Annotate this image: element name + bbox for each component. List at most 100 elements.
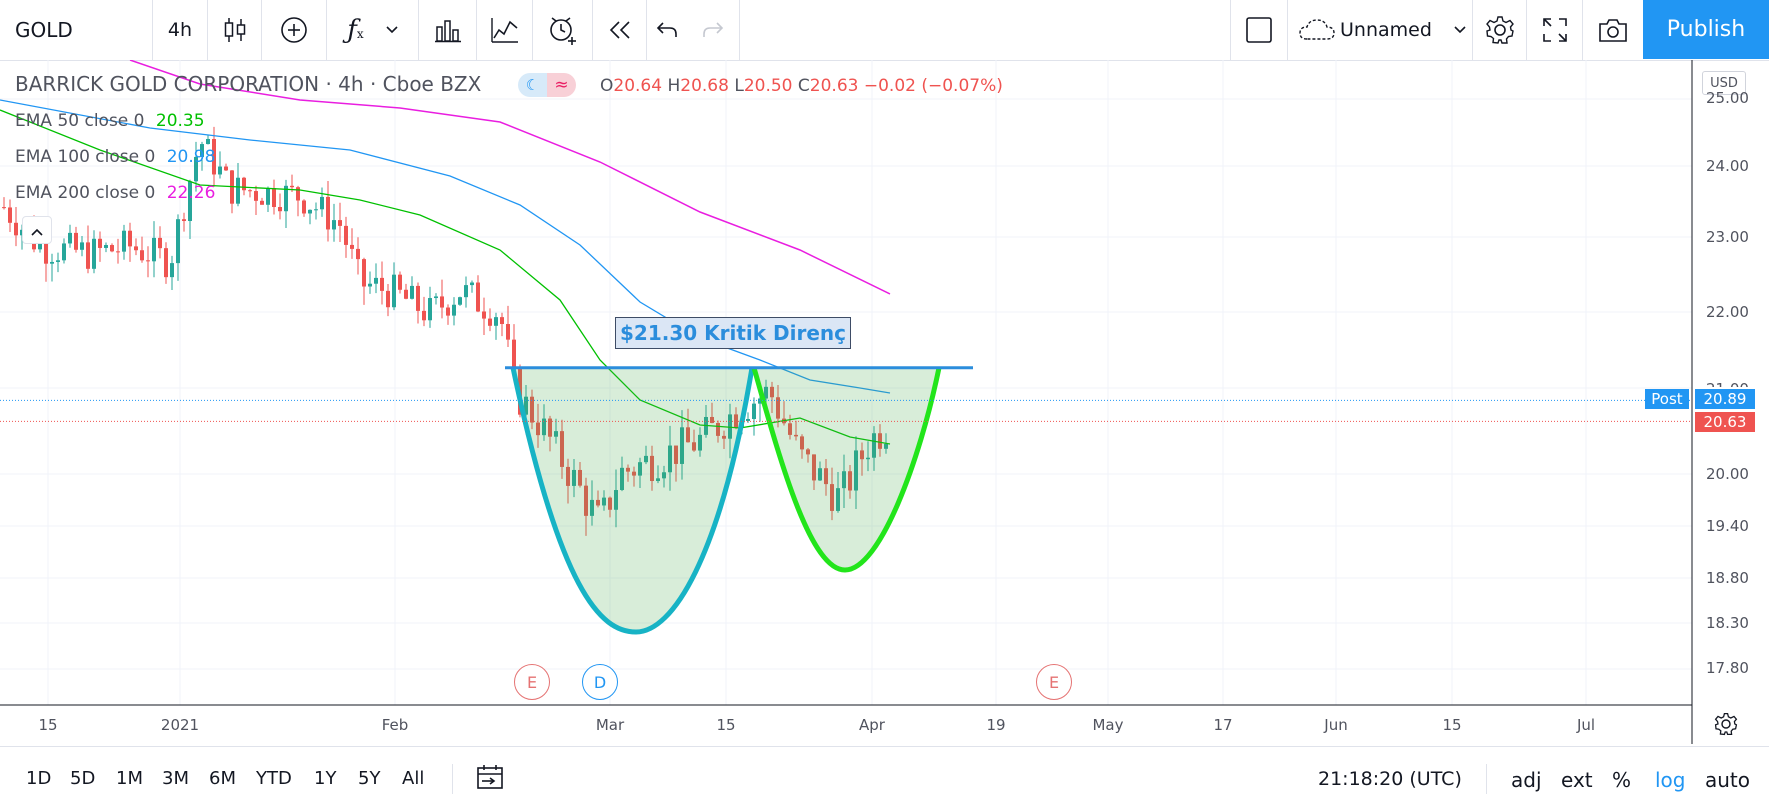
percent-toggle[interactable]: % [1612,768,1632,792]
settings-button[interactable] [1473,0,1527,60]
candle-body [194,156,198,182]
candle-body [266,188,270,205]
screenshot-button[interactable] [1583,0,1643,60]
range-1y[interactable]: 1Y [314,768,337,789]
financials-button[interactable] [419,0,477,60]
range-1d[interactable]: 1D [26,768,52,789]
top-toolbar: GOLD 4h ƒx Unnamed [0,0,1769,61]
undo-button[interactable] [647,0,687,60]
candle-body [302,200,306,214]
earnings-event-marker[interactable]: E [1036,664,1072,700]
candle-body [812,454,816,481]
price-tick: 24.00 [1706,157,1749,175]
candle-body [14,222,18,236]
interval-button[interactable]: 4h [153,0,208,60]
adj-toggle[interactable]: adj [1511,768,1542,792]
ema100-legend[interactable]: EMA 100 close 0 20.98 [15,147,215,167]
alert-button[interactable] [533,0,593,60]
candle-body [728,414,732,439]
candle-body [494,317,498,326]
event-letter: E [526,672,538,692]
candle-body [746,418,750,421]
layout-square-icon [1245,16,1273,44]
candle-body [350,244,354,249]
price-tick-partial: 21.00 [1706,379,1749,387]
candle-body [200,144,204,157]
candle-body [602,497,606,506]
candle-body [758,398,762,404]
candle-body [374,277,378,284]
candle-body [644,455,648,463]
range-all[interactable]: All [402,768,425,789]
bottom-toolbar [0,746,1769,811]
open-value: 20.64 [613,76,663,96]
range-5d[interactable]: 5D [70,768,96,789]
earnings-event-marker[interactable]: E [514,664,550,700]
candle-body [146,260,150,262]
templates-button[interactable] [477,0,533,60]
indicators-button[interactable]: ƒx [327,0,419,60]
ema200-legend[interactable]: EMA 200 close 0 22.26 [15,183,215,203]
post-price-badge: 20.89 [1695,389,1755,409]
candle-body [596,499,600,506]
log-toggle[interactable]: log [1655,768,1686,792]
fullscreen-icon [1542,17,1568,43]
range-6m[interactable]: 6M [209,768,236,789]
candle-body [506,324,510,340]
candle-body [134,246,138,251]
candle-body [608,497,612,510]
candle-body [50,261,54,264]
candle-body [512,339,516,369]
dividend-event-marker[interactable]: D [582,664,618,700]
collapse-legend-button[interactable] [22,216,52,244]
layout-button[interactable] [1230,0,1288,60]
ext-toggle[interactable]: ext [1561,768,1593,792]
symbol-search[interactable]: GOLD [0,0,153,60]
fullscreen-button[interactable] [1527,0,1583,60]
chart-settings-button[interactable] [1714,712,1738,740]
range-1m[interactable]: 1M [116,768,143,789]
candle-body [542,418,546,436]
range-ytd[interactable]: YTD [256,768,292,789]
candle-body [878,433,882,449]
chart-type-button[interactable] [208,0,262,60]
price-tick: 18.30 [1706,614,1749,632]
save-layout-button[interactable]: Unnamed [1288,0,1473,60]
candle-body [854,450,858,491]
range-5y[interactable]: 5Y [358,768,381,789]
chart-pane[interactable] [0,60,1769,744]
candle-body [254,191,258,201]
ema200-line [129,60,891,295]
range-3m[interactable]: 3M [162,768,189,789]
candle-body [806,449,810,455]
compare-button[interactable] [262,0,327,60]
ema50-legend[interactable]: EMA 50 close 0 20.35 [15,111,205,131]
symbol-legend[interactable]: BARRICK GOLD CORPORATION · 4h · Cboe BZX [15,72,481,96]
candle-body [404,289,408,299]
publish-button[interactable]: Publish [1643,0,1769,59]
replay-button[interactable] [593,0,647,60]
ema50-value: 20.35 [155,111,205,131]
clock-readout[interactable]: 21:18:20 (UTC) [1318,768,1462,790]
candle-body [248,190,252,192]
ema50-label: EMA 50 close 0 [15,111,145,131]
candle-body [98,238,102,248]
currency-label[interactable]: USD [1702,71,1746,95]
price-tick: 17.80 [1706,659,1749,677]
legend-badges[interactable]: ☾ ≈ [518,73,576,97]
candle-body [260,200,264,205]
ema100-line [0,99,891,394]
candle-body [488,318,492,326]
auto-toggle[interactable]: auto [1705,768,1751,792]
cloud-icon [1298,18,1336,42]
gear-icon [1714,712,1738,740]
critical-resistance-label[interactable]: $21.30 Kritik Direnç [615,317,851,349]
redo-button[interactable] [687,0,740,60]
candle-body [830,484,834,511]
candle-body [332,220,336,230]
goto-date-button[interactable] [476,764,504,794]
templates-icon [490,16,520,44]
candle-body [716,422,720,436]
price-tick: 25.00 [1706,89,1749,107]
change-value: −0.02 (−0.07%) [863,76,1003,96]
